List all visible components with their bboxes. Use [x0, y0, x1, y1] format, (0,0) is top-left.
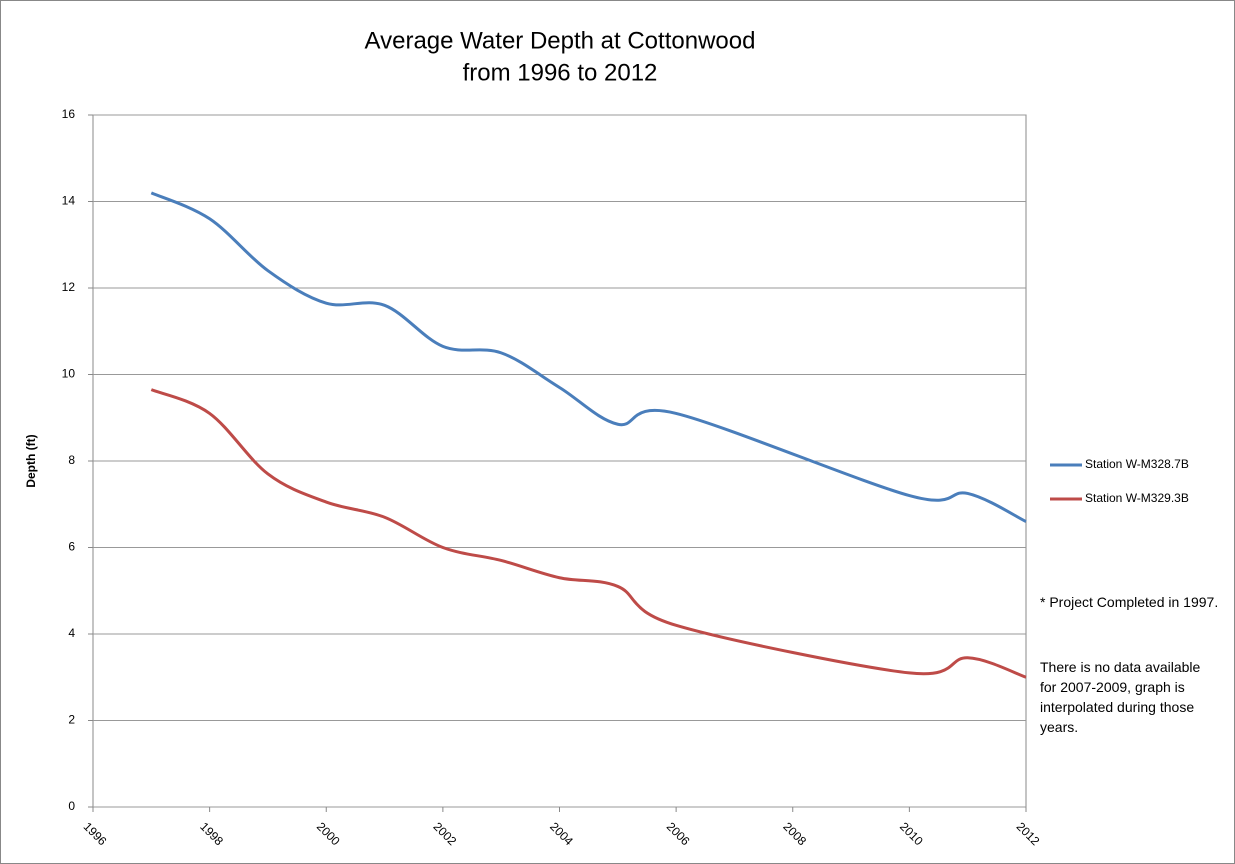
legend-label: Station W-M328.7B — [1085, 457, 1189, 471]
y-tick-label: 10 — [62, 367, 76, 381]
data-line — [150, 191, 1027, 523]
data-line — [150, 388, 1027, 679]
annotation: There is no data available for 2007-2009… — [1040, 659, 1201, 735]
y-tick-label: 8 — [68, 453, 75, 467]
y-tick-label: 16 — [62, 107, 76, 121]
y-tick-label: 0 — [68, 799, 75, 813]
chart-title: from 1996 to 2012 — [463, 59, 658, 86]
y-tick-label: 2 — [68, 713, 75, 727]
annotation: * Project Completed in 1997. — [1040, 594, 1219, 610]
y-axis-label: Depth (ft) — [24, 434, 38, 487]
y-tick-label: 4 — [68, 626, 75, 640]
legend-label: Station W-M329.3B — [1085, 491, 1189, 505]
y-tick-label: 6 — [68, 540, 75, 554]
y-tick-label: 14 — [62, 194, 76, 208]
y-tick-label: 12 — [62, 280, 76, 294]
chart-title: Average Water Depth at Cottonwood — [365, 27, 756, 54]
